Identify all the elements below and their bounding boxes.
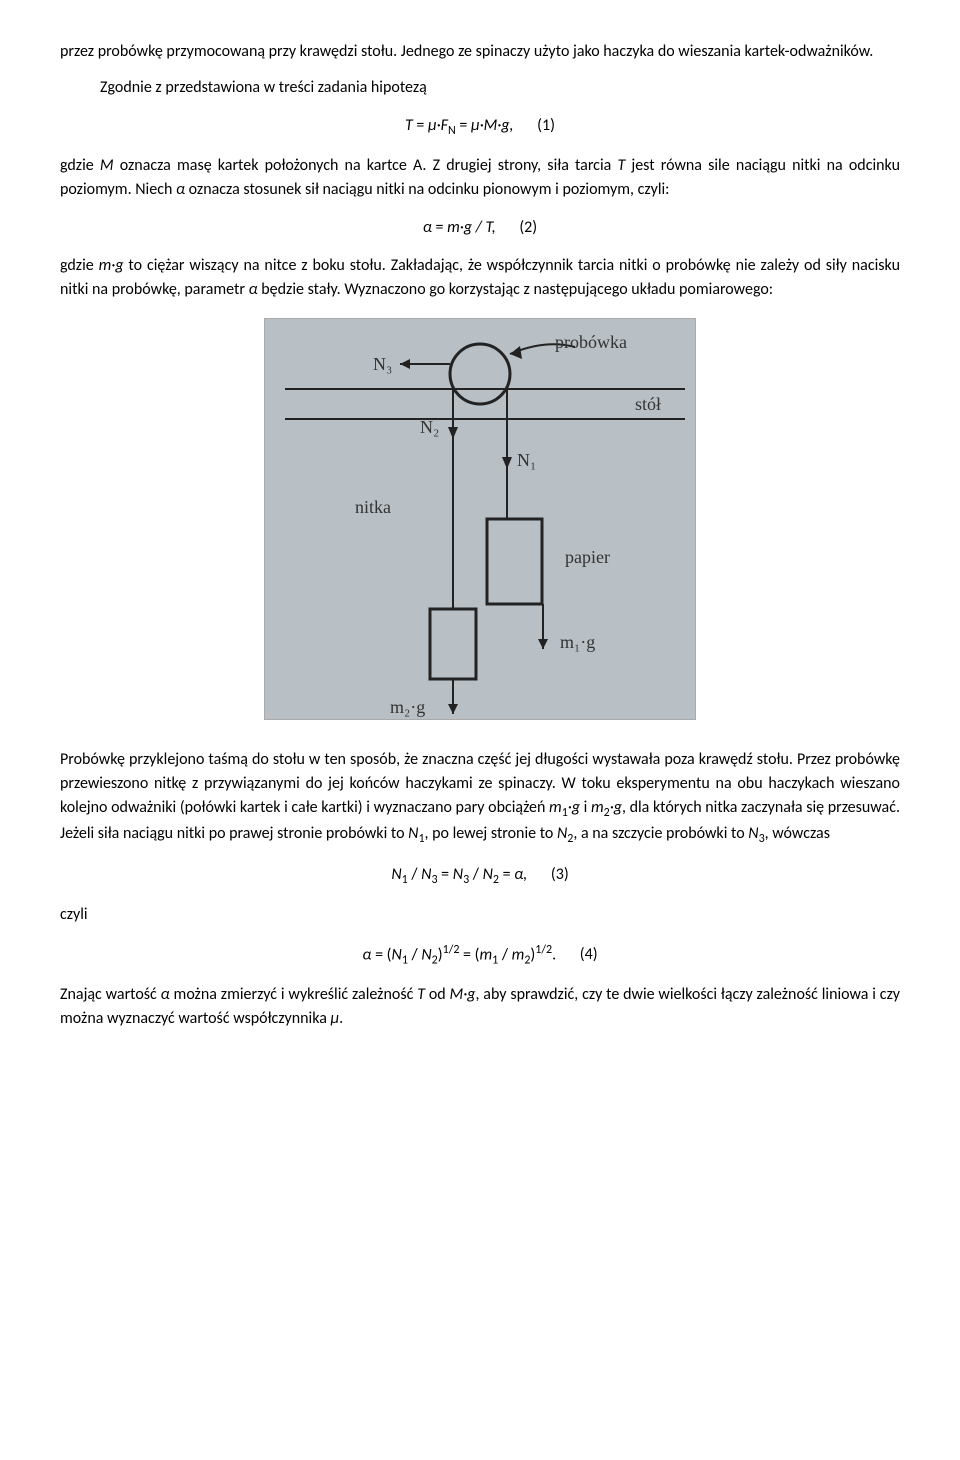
paragraph-5: Probówkę przyklejono taśmą do stołu w te… xyxy=(60,748,900,848)
p6-mu: μ xyxy=(331,1009,340,1028)
eq4-sup1: 1/2 xyxy=(443,943,460,957)
p5-N3: N xyxy=(748,824,758,843)
eq2-lhs: α xyxy=(423,218,432,237)
eq4-N2: N xyxy=(421,945,431,964)
eq3-a: N xyxy=(391,865,401,884)
p4-mg: m·g xyxy=(99,256,124,275)
p5-e: , wówczas xyxy=(765,824,830,843)
paragraph-1: przez probówkę przymocowaną przy krawędz… xyxy=(60,40,900,64)
p3-a: gdzie xyxy=(60,156,100,175)
p5-m2-g: ·g xyxy=(610,798,622,817)
eq2-rhs: m·g / T, xyxy=(447,218,496,237)
eq4-m2: m xyxy=(512,945,525,964)
eq1-number: (1) xyxy=(537,116,555,135)
eq2-eq: = xyxy=(432,218,447,237)
eq4-s1: / xyxy=(408,945,421,964)
equation-1: T = μ·FN = μ·M·g, (1) xyxy=(60,114,900,140)
fig-label-probowka: probówka xyxy=(555,329,627,356)
eq4-N1: N xyxy=(392,945,402,964)
fig-label-nitka: nitka xyxy=(355,494,391,521)
eq1-lhs: T xyxy=(405,116,413,135)
eq4-eq2: = ( xyxy=(459,945,479,964)
eq1-eq2: = xyxy=(456,116,471,135)
fig-label-stol: stół xyxy=(635,391,661,418)
fig-label-papier: papier xyxy=(565,544,610,571)
p6-a: Znając wartość xyxy=(60,985,161,1004)
fig-label-N3: N₃ xyxy=(373,351,392,378)
eq3-b: N xyxy=(421,865,431,884)
eq3-s1: / xyxy=(408,865,421,884)
p6-T: T xyxy=(417,985,425,1004)
eq2-number: (2) xyxy=(519,218,537,237)
eq4-number: (4) xyxy=(580,945,598,964)
p6-alpha: α xyxy=(161,985,170,1004)
eq3-eq2: = xyxy=(499,865,514,884)
figure-svg xyxy=(265,319,695,719)
eq4-sup2: 1/2 xyxy=(535,943,552,957)
p5-m1: m xyxy=(549,798,562,817)
p3-b: oznacza masę kartek położonych na kartce… xyxy=(114,156,618,175)
p3-M: M xyxy=(100,156,114,175)
paragraph-2: Zgodnie z przedstawiona w treści zadania… xyxy=(60,76,900,100)
eq3-number: (3) xyxy=(551,865,569,884)
eq1-sub1: N xyxy=(448,124,456,138)
p4-a: gdzie xyxy=(60,256,99,275)
paragraph-4: gdzie m·g to ciężar wiszący na nitce z b… xyxy=(60,254,900,302)
p6-b: można zmierzyć i wykreślić zależność xyxy=(170,985,418,1004)
equation-3: N1 / N3 = N3 / N2 = α, (3) xyxy=(60,863,900,889)
eq3-eq1: = xyxy=(438,865,453,884)
equation-2: α = m·g / T, (2) xyxy=(60,216,900,240)
p5-d: , a na szczycie probówki to xyxy=(573,824,748,843)
figure-diagram: probówka stół N₃ N₂ N₁ nitka papier m₁·g… xyxy=(264,318,696,720)
eq3-s2: / xyxy=(469,865,482,884)
p4-c: będzie stały. Wyznaczono go korzystając … xyxy=(258,280,773,299)
p6-e: . xyxy=(339,1009,343,1028)
eq3-d: N xyxy=(483,865,493,884)
eq4-dot: . xyxy=(552,945,556,964)
eq3-c: N xyxy=(453,865,463,884)
equation-4: α = (N1 / N2)1/2 = (m1 / m2)1/2. (4) xyxy=(60,941,900,970)
p5-c: , po lewej stronie to xyxy=(425,824,557,843)
p3-d: oznacza stosunek sił naciągu nitki na od… xyxy=(185,180,669,199)
figure-wrap: probówka stół N₃ N₂ N₁ nitka papier m₁·g… xyxy=(60,318,900,728)
eq1-mu1: μ·F xyxy=(428,116,448,135)
p5-N1: N xyxy=(408,824,418,843)
paragraph-6: Znając wartość α można zmierzyć i wykreś… xyxy=(60,983,900,1031)
fig-label-N2: N₂ xyxy=(420,414,439,441)
paragraph-3: gdzie M oznacza masę kartek położonych n… xyxy=(60,154,900,202)
eq4-m1: m xyxy=(480,945,493,964)
fig-label-N1: N₁ xyxy=(517,447,536,474)
p4-alpha: α xyxy=(249,280,258,299)
p6-c: od xyxy=(425,985,450,1004)
eq4-eq: = ( xyxy=(371,945,391,964)
eq1-eq1: = xyxy=(413,116,428,135)
p5-N2: N xyxy=(557,824,567,843)
eq4-s2: / xyxy=(498,945,511,964)
p3-alpha: α xyxy=(176,180,185,199)
eq3-alpha: α, xyxy=(514,865,527,884)
eq1-mu2: μ·M·g, xyxy=(471,116,514,135)
p5-m2: m xyxy=(591,798,604,817)
fig-label-m2g: m₂·g xyxy=(390,694,425,721)
p5-and: i xyxy=(580,798,591,817)
p6-Mg: M·g xyxy=(450,985,476,1004)
p5-m1-g: ·g xyxy=(568,798,580,817)
fig-label-m1g: m₁·g xyxy=(560,629,595,656)
czyli: czyli xyxy=(60,903,900,927)
